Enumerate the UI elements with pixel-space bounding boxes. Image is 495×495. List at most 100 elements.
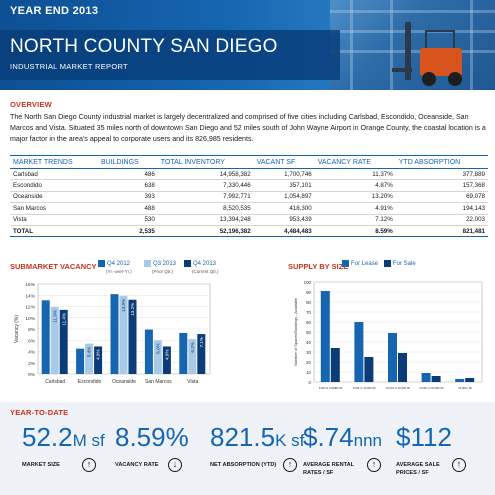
- market-trends-table: MARKET TRENDS BUILDINGS TOTAL INVENTORY …: [10, 155, 488, 238]
- supply-bar-chart: 0 10 20 30 40 50 60 70 80 90 100 Number of Spaces/B…: [293, 280, 483, 390]
- report-title: NORTH COUNTY SAN DIEGO: [10, 36, 278, 57]
- x-tick-label: Escondido: [78, 379, 102, 385]
- x-tick-label: 50,000+ SF: [458, 386, 472, 390]
- y-axis-label: Number of Spaces/Buildings - Available: [293, 298, 298, 366]
- overview-heading: OVERVIEW: [10, 100, 52, 109]
- data-label: 6.0%: [156, 343, 161, 353]
- ytd-sale-price-value: $112: [396, 422, 452, 452]
- bar-for-sale: [364, 357, 374, 382]
- ytd-absorption-value: 821.5K sf: [210, 422, 305, 452]
- data-label: 13.2%: [130, 303, 135, 316]
- vacancy-chart-title: SUBMARKET VACANCY: [10, 262, 97, 271]
- col-header: MARKET TRENDS: [10, 155, 98, 169]
- supply-chart-title: SUPPLY BY SIZE: [288, 262, 349, 271]
- bar-for-lease: [354, 322, 364, 382]
- x-tick-label: 20,001 to 50,000 SF: [419, 386, 444, 390]
- y-tick-label: 100: [304, 280, 312, 285]
- y-tick-label: 90: [306, 290, 311, 295]
- ytd-rental-label: AVERAGE RENTAL RATES / SF: [303, 462, 354, 476]
- y-tick-label: 2%: [28, 361, 36, 367]
- y-tick-label: 14%: [25, 293, 35, 299]
- data-label: 4.9%: [96, 349, 101, 359]
- table-row: Vista 530 13,394,248 953,439 7.12% 22,00…: [10, 214, 488, 226]
- year-end-label: YEAR END 2013: [10, 5, 99, 17]
- x-tick-label: Oceanside: [112, 379, 136, 385]
- bar-q3-2013: [153, 340, 162, 374]
- bar-for-lease: [388, 333, 397, 382]
- bar-for-lease: [421, 373, 431, 382]
- y-tick-label: 8%: [28, 327, 36, 333]
- arrow-up-icon: ↑: [82, 458, 96, 472]
- report-header: YEAR END 2013 NORTH COUNTY SAN DIEGO IND…: [0, 0, 495, 90]
- table-row: San Marcos 488 8,520,535 418,300 4.91% 1…: [10, 202, 488, 215]
- legend-item: Q3 2013: [144, 260, 176, 267]
- arrow-up-icon: ↑: [367, 458, 381, 472]
- y-tick-label: 12%: [25, 305, 35, 311]
- table-row: Oceanside 393 7,992,771 1,054,897 13.20%…: [10, 191, 488, 204]
- overview-text: The North San Diego County industrial ma…: [10, 113, 486, 143]
- bar-q4-2012: [41, 300, 50, 374]
- ytd-vacancy-label: VACANCY RATE: [115, 462, 159, 468]
- legend-item: For Lease: [342, 260, 378, 267]
- bar-q4-2012: [144, 329, 153, 374]
- forklift-icon: [405, 22, 411, 80]
- y-tick-label: 0%: [28, 372, 36, 378]
- bar-q4-2013: [162, 346, 171, 374]
- x-tick-label: 5,001 to 10,000 SF: [353, 386, 376, 390]
- y-tick-label: 70: [306, 310, 311, 315]
- bar-for-lease: [455, 379, 465, 382]
- x-tick-label: Carlsbad: [45, 379, 65, 385]
- bar-q4-2012: [76, 348, 85, 374]
- data-label: 13.9%: [121, 299, 126, 312]
- ytd-panel: [0, 402, 495, 495]
- col-header: TOTAL INVENTORY: [157, 155, 254, 169]
- bar-q3-2013: [85, 343, 94, 374]
- vacancy-bar-chart: 0% 2% 4% 6% 8% 10% 12% 14% 16% Vacancy (%) 11.9% 11…: [14, 282, 211, 385]
- ytd-market-size-value: 52.2M sf: [22, 422, 105, 452]
- bar-q4-2013: [128, 299, 137, 374]
- data-label: 4.9%: [165, 349, 170, 359]
- data-label: 5.4%: [87, 347, 92, 357]
- supply-legend: For Lease For Sale: [342, 260, 452, 272]
- x-tick-label: San Marcos: [145, 379, 172, 385]
- bar-for-sale: [398, 353, 407, 382]
- table-row: Carlsbad 486 14,958,382 1,700,746 11.37%…: [10, 168, 488, 181]
- y-tick-label: 40: [306, 340, 311, 345]
- warehouse-photo: [330, 0, 495, 90]
- ytd-rental-value: $.74nnn: [303, 422, 382, 452]
- x-tick-label: 5,000 & UNDER SF: [319, 386, 343, 390]
- ytd-heading: YEAR-TO-DATE: [10, 408, 69, 417]
- y-tick-label: 50: [306, 330, 311, 335]
- ytd-vacancy-value: 8.59%: [115, 422, 189, 452]
- y-tick-label: 6%: [28, 338, 36, 344]
- y-tick-label: 0: [309, 380, 312, 385]
- table-header-row: MARKET TRENDS BUILDINGS TOTAL INVENTORY …: [10, 155, 488, 169]
- table-row: Escondido 638 7,330,446 357,101 4.87% 15…: [10, 179, 488, 192]
- bar-q3-2013: [119, 295, 128, 374]
- y-tick-label: 10%: [25, 316, 35, 322]
- arrow-down-icon: ↓: [168, 458, 182, 472]
- y-tick-label: 80: [306, 300, 311, 305]
- x-tick-label: 10,001 to 20,000 SF: [386, 386, 411, 390]
- y-tick-label: 30: [306, 350, 311, 355]
- bar-for-sale: [330, 348, 340, 382]
- bar-for-sale: [431, 376, 441, 382]
- bar-q3-2013: [50, 307, 59, 374]
- bar-q4-2012: [179, 332, 188, 374]
- data-label: 6.2%: [190, 342, 195, 352]
- y-tick-label: 10: [306, 370, 311, 375]
- y-tick-label: 60: [306, 320, 311, 325]
- bar-q4-2013: [59, 309, 68, 374]
- bar-q4-2012: [110, 294, 119, 374]
- ytd-sale-price-label: AVERAGE SALE PRICES / SF: [396, 462, 440, 476]
- bar-q4-2013: [197, 334, 206, 374]
- legend-item: Q4 2012: [98, 260, 130, 267]
- bar-for-lease: [320, 291, 330, 382]
- arrow-up-icon: ↑: [283, 458, 297, 472]
- report-subtitle: INDUSTRIAL MARKET REPORT: [10, 62, 128, 71]
- bar-for-sale: [465, 378, 475, 382]
- y-tick-label: 4%: [28, 350, 36, 356]
- vacancy-legend: Q4 2012 (Yr.-over-Yr.) Q3 2013 (Prior Qt…: [98, 260, 248, 280]
- col-header: VACANCY RATE: [314, 155, 396, 169]
- bar-q3-2013: [188, 339, 197, 374]
